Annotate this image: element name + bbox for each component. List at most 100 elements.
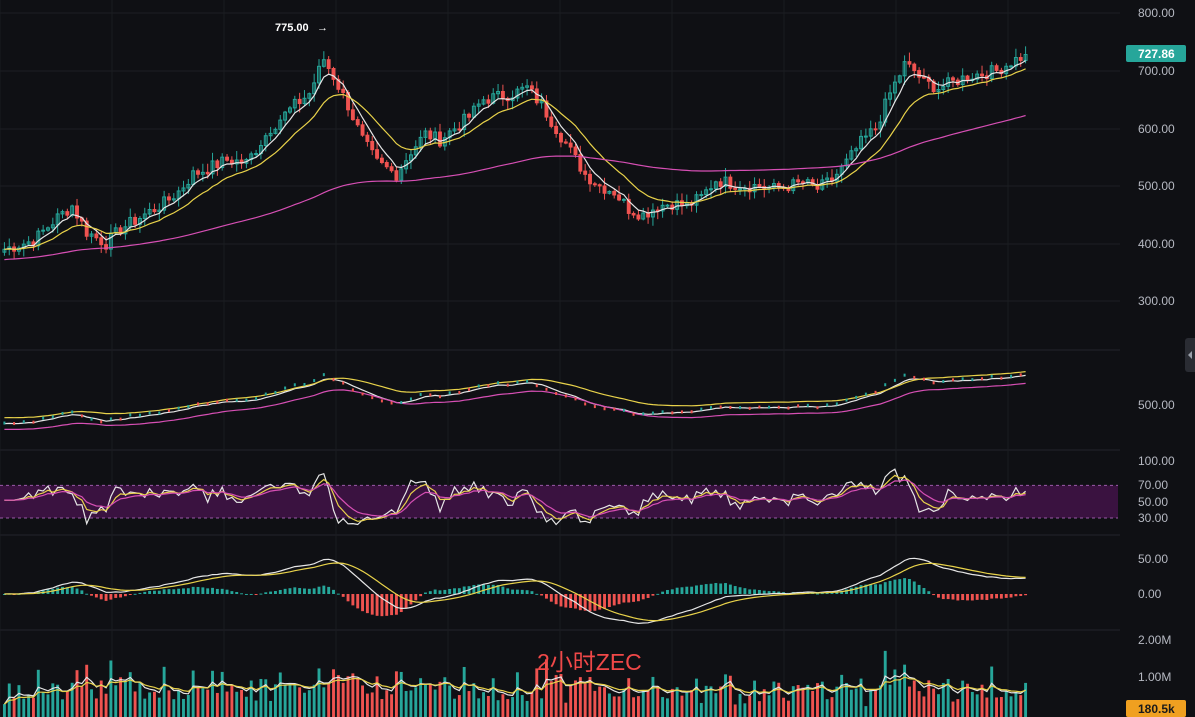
candle-body [602, 185, 607, 194]
pane2-tick [390, 401, 393, 405]
volume-bar [849, 689, 853, 717]
macd-histogram-bar [428, 591, 432, 594]
volume-bar [540, 698, 544, 717]
pane2-tick [197, 402, 200, 406]
macd-histogram-bar [927, 591, 931, 594]
volume-bar [414, 687, 418, 717]
macd-histogram-bar [361, 594, 365, 612]
macd-histogram-bar [259, 593, 263, 595]
macd-histogram-bar [482, 584, 485, 594]
volume-bar [394, 671, 398, 717]
pane2-tick [932, 381, 935, 385]
volume-bar [56, 684, 60, 717]
candle-body [99, 237, 104, 246]
volume-bar [94, 698, 98, 717]
candle-body [307, 93, 312, 99]
pane2-tick [255, 397, 258, 401]
volume-bar [2, 704, 6, 717]
volume-bar [288, 683, 292, 717]
volume-bar [119, 677, 123, 717]
candle-body [152, 209, 157, 213]
candle-body [75, 205, 79, 219]
pane2-tick [874, 390, 877, 394]
macd-histogram-bar [540, 594, 544, 596]
volume-bar [99, 680, 103, 717]
volume-bar [235, 691, 239, 717]
macd-histogram-bar [946, 594, 950, 600]
macd-histogram-bar [898, 579, 902, 594]
collapse-panel-handle[interactable] [1185, 338, 1195, 372]
macd-histogram-bar [743, 588, 747, 594]
volume-bar [772, 681, 776, 717]
macd-histogram-bar [341, 594, 345, 597]
volume-bar [733, 704, 737, 717]
volume-bar [186, 694, 190, 717]
candle-body [892, 81, 897, 94]
candle-body [907, 61, 912, 65]
volume-bar [104, 693, 108, 717]
macd-tick-label: 0.00 [1138, 587, 1162, 601]
candle-body [60, 211, 65, 215]
candle-body [718, 181, 723, 187]
volume-bar [515, 672, 519, 717]
candle-body [476, 103, 481, 107]
volume-bar [869, 689, 873, 717]
candle-body [350, 109, 355, 121]
volume-bar [1014, 692, 1018, 717]
price-tick-label: 300.00 [1138, 294, 1175, 308]
candle-body [897, 75, 902, 83]
volume-bar [65, 690, 69, 717]
macd-histogram-bar [578, 594, 582, 611]
macd-histogram-bar [849, 587, 853, 594]
candle-body [84, 220, 89, 237]
candle-body [515, 88, 520, 99]
pane2-tick [342, 381, 345, 385]
candle-body [646, 212, 651, 218]
candle-body [428, 130, 433, 140]
price-tick-label: 700.00 [1138, 64, 1175, 78]
volume-bar [365, 693, 369, 717]
macd-histogram-bar [196, 586, 200, 594]
macd-histogram-bar [612, 594, 616, 606]
volume-bar [278, 672, 282, 717]
pane2-tick [826, 403, 829, 407]
volume-bar [757, 701, 761, 717]
candle-body [283, 111, 288, 121]
macd-histogram-bar [191, 586, 195, 594]
pane2-tick [690, 410, 693, 414]
pane2-tick [129, 413, 132, 417]
volume-bar [937, 694, 940, 717]
candle-body [196, 170, 200, 175]
volume-bar [617, 696, 621, 717]
candle-body [573, 146, 578, 156]
candle-body [965, 75, 970, 82]
volume-bar [428, 683, 432, 717]
macd-histogram-bar [104, 594, 108, 601]
macd-histogram-bar [317, 586, 321, 594]
volume-bar [390, 694, 394, 717]
volume-bar [41, 692, 45, 717]
volume-bar [361, 685, 365, 717]
pane2-tick [719, 405, 722, 409]
last-volume-text: 180.5k [1138, 702, 1175, 716]
volume-bar [583, 683, 587, 717]
candle-body [680, 200, 684, 207]
volume-bar [486, 695, 490, 717]
volume-bar [157, 697, 161, 717]
candle-body [796, 179, 801, 183]
volume-bar [167, 690, 171, 717]
volume-bar [356, 678, 360, 717]
volume-bar [312, 684, 316, 717]
pane2-tick [613, 407, 616, 411]
volume-bar [719, 686, 723, 717]
pane2-tick [138, 413, 141, 417]
macd-histogram-bar [520, 589, 524, 594]
macd-histogram-bar [443, 589, 447, 594]
macd-histogram-bar [859, 585, 863, 594]
volume-bar [932, 688, 936, 717]
macd-histogram-bar [1009, 594, 1013, 598]
candle-body [89, 233, 94, 237]
volume-bar [249, 680, 253, 717]
candle-body [936, 89, 941, 93]
volume-bar [753, 680, 757, 717]
